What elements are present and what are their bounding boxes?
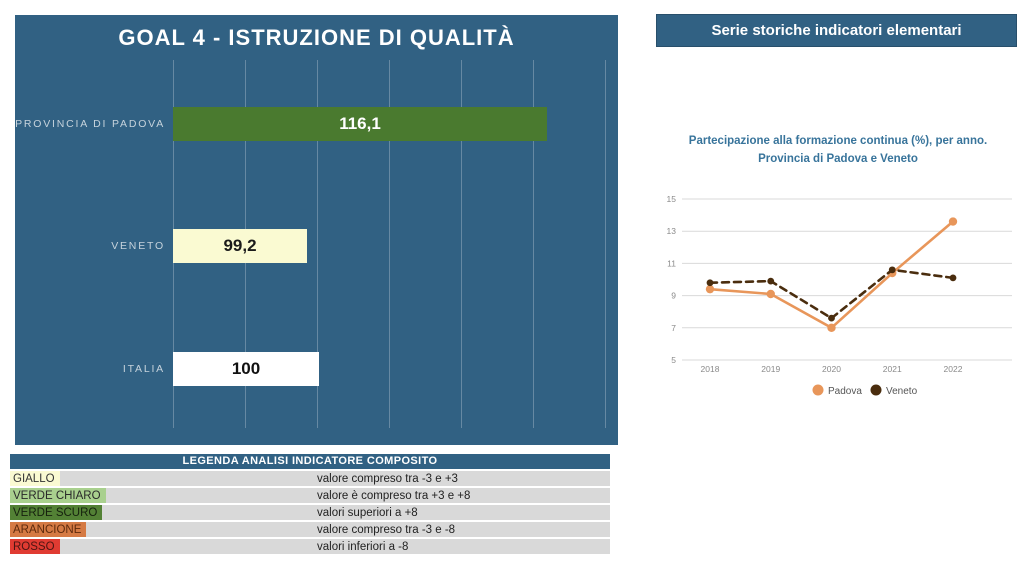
color-swatch: ARANCIONE	[10, 522, 87, 537]
padova-marker	[948, 217, 958, 226]
veneto-marker	[767, 277, 775, 285]
color-swatch: ROSSO	[10, 539, 60, 554]
veneto-marker	[949, 274, 957, 282]
padova-marker	[827, 323, 836, 332]
padova-marker	[766, 289, 775, 299]
y-axis-label: 7	[671, 323, 676, 333]
bar: 100	[173, 352, 319, 386]
color-swatch: VERDE SCURO	[10, 505, 103, 520]
bar-row: ITALIA 100	[15, 352, 618, 386]
legend-row: VERDE SCURO valori superiori a +8	[10, 505, 610, 520]
x-axis-label: 2018	[701, 364, 720, 374]
legend-table-header: LEGENDA ANALISI INDICATORE COMPOSITO	[10, 454, 610, 469]
legend-label-padova: Padova	[828, 386, 862, 397]
legend-description: valore compreso tra -3 e +3	[317, 472, 458, 485]
legend-row: ARANCIONE valore compreso tra -3 e -8	[10, 522, 610, 537]
line-chart-title-line2: Provincia di Padova e Veneto	[758, 152, 918, 165]
gridline	[461, 60, 462, 428]
legend-description: valori superiori a +8	[317, 506, 418, 519]
x-axis-label: 2020	[822, 364, 841, 374]
gridline	[389, 60, 390, 428]
gridline	[533, 60, 534, 428]
bar-label: VENETO	[111, 240, 165, 252]
goal4-panel: GOAL 4 - ISTRUZIONE DI QUALITÀ PROVINCIA…	[15, 15, 618, 445]
color-swatch: GIALLO	[10, 471, 60, 486]
padova-line	[708, 220, 955, 330]
y-axis-label: 13	[667, 226, 677, 236]
legend-description: valore compreso tra -3 e -8	[317, 523, 456, 536]
veneto-marker	[706, 279, 714, 287]
y-axis-label: 9	[671, 291, 676, 301]
gridline	[605, 60, 606, 428]
veneto-marker	[888, 266, 896, 274]
line-chart: 5 7 9 11 13 15 2018 2019 2020 2021 2022 Padova Venet…	[667, 194, 1012, 397]
legend-row: GIALLO valore compreso tra -3 e +3	[10, 471, 610, 486]
veneto-line	[708, 268, 955, 320]
goal4-title: GOAL 4 - ISTRUZIONE DI QUALITÀ	[118, 25, 515, 50]
bar-row: VENETO 99,2	[15, 229, 618, 263]
legend-dot-padova	[812, 384, 824, 396]
padova-marker	[705, 284, 715, 294]
legend-description: valore è compreso tra +3 e +8	[317, 489, 471, 502]
bar-label: ITALIA	[122, 363, 165, 375]
y-axis-label: 15	[667, 194, 677, 204]
legend-description: valori inferiori a -8	[317, 540, 409, 553]
legend-dot-veneto	[870, 384, 882, 396]
gridline	[317, 60, 318, 428]
legend-label-veneto: Veneto	[886, 386, 918, 397]
veneto-marker	[828, 314, 835, 322]
legend-row: ROSSO valori inferiori a -8	[10, 539, 610, 554]
legend-row: VERDE CHIARO valore è compreso tra +3 e +…	[10, 488, 610, 503]
x-axis-label: 2022	[944, 364, 963, 374]
bar-row: PROVINCIA DI PADOVA 116,1	[15, 107, 618, 141]
bar: 99,2	[173, 229, 307, 263]
y-axis-label: 5	[671, 355, 676, 365]
legend-table-body: GIALLO valore compreso tra -3 e +3 VERDE C…	[10, 471, 610, 554]
bar-label: PROVINCIA DI PADOVA	[15, 118, 165, 130]
color-swatch: VERDE CHIARO	[10, 488, 106, 503]
legend-table: LEGENDA ANALISI INDICATORE COMPOSITO GIA…	[10, 454, 610, 554]
x-axis-label: 2019	[761, 364, 780, 374]
series-banner: Serie storiche indicatori elementari	[656, 14, 1017, 47]
bar: 116,1	[173, 107, 547, 141]
line-chart-title-line1: Partecipazione alla formazione continua …	[688, 135, 988, 147]
y-axis-label: 11	[667, 258, 676, 268]
x-axis-label: 2021	[883, 364, 902, 374]
line-chart-title: Partecipazione alla formazione continua …	[660, 133, 1016, 169]
